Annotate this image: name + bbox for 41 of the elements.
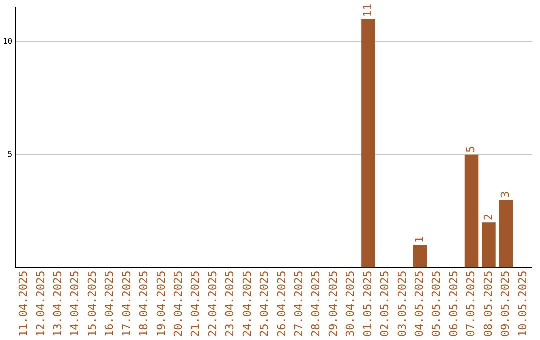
x-tick-label: 26.04.2025 (275, 270, 288, 338)
x-tick-label: 01.05.2025 (361, 270, 374, 338)
x-tick-label: 02.05.2025 (378, 270, 392, 338)
x-tick-label: 18.04.2025 (138, 270, 151, 338)
bar (482, 222, 496, 268)
x-tick-label: 16.04.2025 (103, 270, 116, 338)
bar (464, 154, 479, 268)
bar (362, 19, 376, 268)
x-tick-label: 27.04.2025 (292, 270, 306, 338)
x-tick-label: 30.04.2025 (344, 270, 358, 338)
x-tick-label: 09.05.2025 (499, 270, 512, 338)
x-tick-label: 11.04.2025 (17, 270, 30, 338)
x-tick-label: 03.05.2025 (396, 270, 409, 338)
data-label: 11 (361, 4, 374, 18)
x-tick-label: 10.05.2025 (516, 270, 530, 338)
x-tick-label: 17.04.2025 (120, 270, 134, 338)
x-tick-label: 23.04.2025 (224, 270, 237, 338)
x-tick-label: 08.05.2025 (482, 270, 495, 338)
x-tick-label: 04.05.2025 (412, 270, 426, 338)
x-tick-label: 28.04.2025 (310, 270, 323, 338)
x-tick-label: 25.04.2025 (258, 270, 272, 338)
x-tick-label: 15.04.2025 (86, 270, 99, 338)
y-tick-label: 10 (2, 36, 13, 46)
x-tick-label: 14.04.2025 (68, 270, 82, 338)
x-tick-label: 24.04.2025 (240, 270, 254, 338)
x-tick-label: 29.04.2025 (326, 270, 340, 338)
x-tick-label: 05.05.2025 (430, 270, 444, 338)
bar (499, 200, 514, 268)
x-tick-label: 20.04.2025 (172, 270, 186, 338)
data-label: 5 (464, 146, 478, 153)
x-tick-label: 12.04.2025 (34, 270, 48, 338)
data-label: 1 (412, 236, 426, 244)
bar (413, 245, 428, 268)
x-tick-label: 06.05.2025 (447, 270, 460, 338)
data-label: 2 (482, 214, 495, 221)
x-tick-label: 07.05.2025 (464, 270, 478, 338)
x-tick-label: 22.04.2025 (206, 270, 220, 338)
x-tick-label: 21.04.2025 (189, 270, 202, 338)
x-tick-label: 19.04.2025 (154, 270, 168, 338)
x-tick-label: 13.04.2025 (52, 270, 65, 338)
data-label: 3 (499, 191, 512, 198)
